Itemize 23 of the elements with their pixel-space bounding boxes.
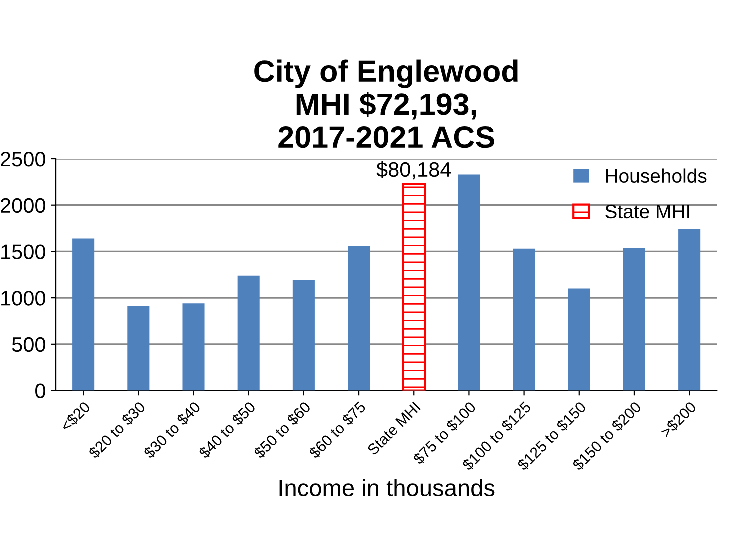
y-tick-label: 2000 [1, 198, 46, 214]
bar [402, 182, 426, 391]
bar [678, 229, 701, 391]
annotation: $80,184 [376, 162, 452, 180]
bar [623, 248, 646, 391]
bar [458, 174, 480, 391]
bar [513, 248, 536, 391]
y-tick-label: 1500 [2, 244, 46, 260]
y-tick-label: 500 [12, 337, 46, 352]
y-tick-label: 1000 [2, 291, 46, 306]
legend-label: Households [606, 168, 707, 184]
legend-label: State MHI [606, 204, 690, 219]
x-axis-title: Income in thousands [280, 479, 495, 497]
chart-title: City of Englewood MHI $72,193, 2017-2021 ACS [254, 60, 518, 148]
bar [182, 304, 205, 391]
bar [292, 280, 315, 391]
bar [348, 246, 370, 391]
bar [238, 276, 260, 391]
bar [72, 238, 95, 391]
y-tick-label: 2500 [1, 152, 46, 167]
bar [128, 306, 150, 391]
y-tick-label: 0 [36, 384, 46, 399]
bar [568, 288, 590, 391]
